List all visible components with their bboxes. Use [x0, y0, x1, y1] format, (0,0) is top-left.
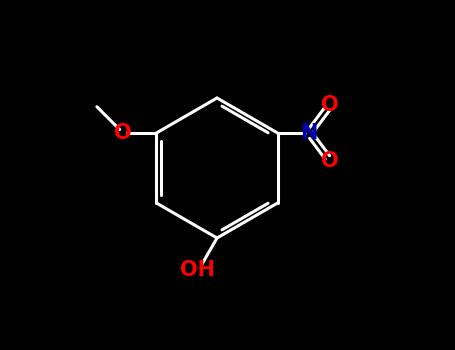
Text: OH: OH — [180, 259, 215, 280]
Text: N: N — [300, 123, 318, 143]
Text: O: O — [321, 95, 339, 115]
Text: O: O — [321, 151, 339, 171]
Text: O: O — [114, 123, 132, 143]
